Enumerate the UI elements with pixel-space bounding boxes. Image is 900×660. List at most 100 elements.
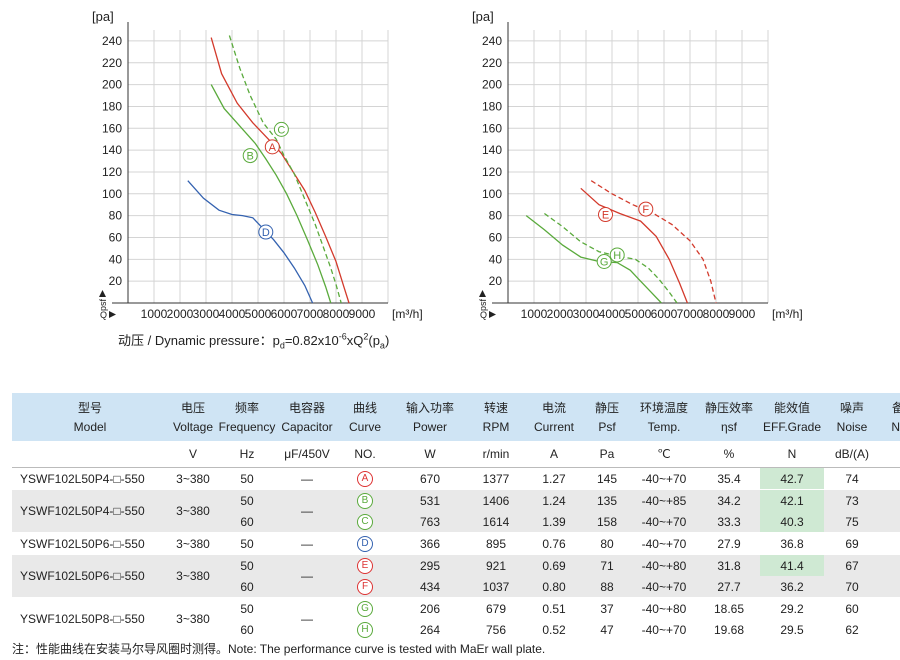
y-tick-label: 160 bbox=[482, 121, 502, 135]
model-group: YSWF102L50P8-□-550 3~380 50— G 206 679 0.51 37-… bbox=[12, 597, 900, 640]
current-cell: 1.27 bbox=[524, 467, 584, 490]
eff-grade-cell: 36.8 bbox=[760, 532, 824, 555]
noise-cell: 73 bbox=[824, 489, 880, 511]
curve-label-a: A bbox=[269, 142, 277, 154]
model-cell: YSWF102L50P6-□-550 bbox=[12, 554, 168, 598]
x-tick-label: 5000 bbox=[245, 307, 272, 321]
current-cell: 0.51 bbox=[524, 597, 584, 619]
efficiency-cell: 33.3 bbox=[698, 511, 760, 533]
psf-cell: 135 bbox=[584, 489, 630, 511]
psf-cell: 158 bbox=[584, 511, 630, 533]
x-tick-label: 6000 bbox=[271, 307, 298, 321]
temp-cell: -40~+70 bbox=[630, 467, 698, 490]
unit-cell: % bbox=[698, 441, 760, 468]
chart-1: 20 40 60 80 100 120 140 160 180 200 220 240 1000 2000… bbox=[92, 9, 423, 321]
x-unit-label: [m³/h] bbox=[392, 307, 423, 321]
header-en: Frequency bbox=[218, 417, 276, 441]
x-axis-arrow-icon bbox=[109, 311, 116, 318]
x-tick-label: 1000 bbox=[141, 307, 168, 321]
header-en: Model bbox=[12, 417, 168, 441]
note-cell bbox=[880, 532, 900, 555]
x-axis-name: Q bbox=[100, 310, 107, 320]
model-group: YSWF102L50P6-□-550 3~380 50— E 295 921 0.69 71-… bbox=[12, 554, 900, 598]
header-cn: 电流 bbox=[524, 393, 584, 417]
curve-label-e: E bbox=[602, 210, 609, 222]
temp-cell: -40~+70 bbox=[630, 532, 698, 555]
header-cn: 能效值 bbox=[760, 393, 824, 417]
efficiency-cell: 19.68 bbox=[698, 619, 760, 640]
header-cn: 环境温度 bbox=[630, 393, 698, 417]
note-cell bbox=[880, 489, 900, 533]
table-row: 60 C 763 1614 1.39 158 -40~+70 33.3 40.3 75 bbox=[12, 511, 900, 533]
unit-cell: dB/(A) bbox=[824, 441, 880, 468]
eff-grade-cell: 29.5 bbox=[760, 619, 824, 640]
curve-marker-c bbox=[273, 121, 289, 137]
eff-grade-cell: 36.2 bbox=[760, 576, 824, 598]
psf-cell: 88 bbox=[584, 576, 630, 598]
y-tick-label: 20 bbox=[109, 274, 123, 288]
model-cell: YSWF102L50P4-□-550 bbox=[12, 467, 168, 490]
curve-label-c: C bbox=[277, 124, 285, 136]
y-axis-name: psf bbox=[478, 298, 488, 311]
series-line-b bbox=[210, 84, 332, 304]
table-row: YSWF102L50P6-□-550 3~380 50— E 295 921 0.69 71-… bbox=[12, 554, 900, 598]
unit-cell: NO. bbox=[338, 441, 392, 468]
header-en: Current bbox=[524, 417, 584, 441]
curve-badge: G bbox=[357, 601, 373, 617]
frequency-cell: 50 bbox=[218, 532, 276, 555]
frequency-cell: 50 bbox=[218, 489, 276, 511]
curve-badge: F bbox=[357, 579, 373, 595]
header-en: Power bbox=[392, 417, 468, 441]
header-cn: 电容器 bbox=[276, 393, 338, 417]
header-cn: 静压 bbox=[584, 393, 630, 417]
power-cell: 670 bbox=[392, 467, 468, 490]
frequency-cell: 50 bbox=[218, 597, 276, 619]
y-tick-label: 100 bbox=[102, 187, 122, 201]
psf-cell: 145 bbox=[584, 467, 630, 490]
rpm-cell: 921 bbox=[468, 554, 524, 576]
x-tick-label: 7000 bbox=[297, 307, 324, 321]
x-tick-label: 1000 bbox=[521, 307, 548, 321]
y-tick-label: 80 bbox=[489, 209, 503, 223]
temp-cell: -40~+80 bbox=[630, 597, 698, 619]
unit-cell bbox=[12, 441, 168, 468]
capacitor-cell: — bbox=[276, 597, 338, 640]
y-tick-label: 220 bbox=[102, 56, 122, 70]
header-cn: 静压效率 bbox=[698, 393, 760, 417]
noise-cell: 75 bbox=[824, 511, 880, 533]
voltage-cell: 3~380 bbox=[168, 554, 218, 598]
y-axis-arrow-icon bbox=[99, 290, 106, 297]
x-tick-label: 8000 bbox=[323, 307, 350, 321]
y-tick-label: 200 bbox=[482, 78, 502, 92]
efficiency-cell: 34.2 bbox=[698, 489, 760, 511]
frequency-cell: 60 bbox=[218, 576, 276, 598]
unit-cell: V bbox=[168, 441, 218, 468]
x-tick-label: 4000 bbox=[219, 307, 246, 321]
noise-cell: 67 bbox=[824, 554, 880, 576]
header-cn: 曲线 bbox=[338, 393, 392, 417]
header-en: Psf bbox=[584, 417, 630, 441]
y-tick-label: 140 bbox=[102, 143, 122, 157]
chart-2: 20 40 60 80 100 120 140 160 180 200 220 240 1000 2000… bbox=[472, 9, 803, 321]
curve-cell: D bbox=[338, 532, 392, 555]
y-tick-label: 160 bbox=[102, 121, 122, 135]
series-line-d bbox=[187, 180, 314, 304]
header-en: Noise bbox=[824, 417, 880, 441]
table-row: YSWF102L50P6-□-550 3~380 50— D 366 895 0.76 80-… bbox=[12, 532, 900, 555]
eff-grade-cell: 41.4 bbox=[760, 554, 824, 576]
header-cn: 备注 bbox=[880, 393, 900, 417]
x-unit-label: [m³/h] bbox=[772, 307, 803, 321]
note-cell bbox=[880, 467, 900, 490]
y-tick-label: 120 bbox=[102, 165, 122, 179]
y-tick-label: 60 bbox=[109, 230, 123, 244]
curve-marker-a bbox=[264, 139, 280, 155]
unit-cell: μF/450V bbox=[276, 441, 338, 468]
header-en: Capacitor bbox=[276, 417, 338, 441]
psf-cell: 47 bbox=[584, 619, 630, 640]
unit-cell: ℃ bbox=[630, 441, 698, 468]
current-cell: 1.39 bbox=[524, 511, 584, 533]
y-tick-label: 180 bbox=[102, 99, 122, 113]
current-cell: 0.52 bbox=[524, 619, 584, 640]
model-group: YSWF102L50P6-□-550 3~380 50— D 366 895 0.76 80-… bbox=[12, 532, 900, 555]
table-row: YSWF102L50P4-□-550 3~380 50— B 531 1406 1.24 13… bbox=[12, 489, 900, 533]
